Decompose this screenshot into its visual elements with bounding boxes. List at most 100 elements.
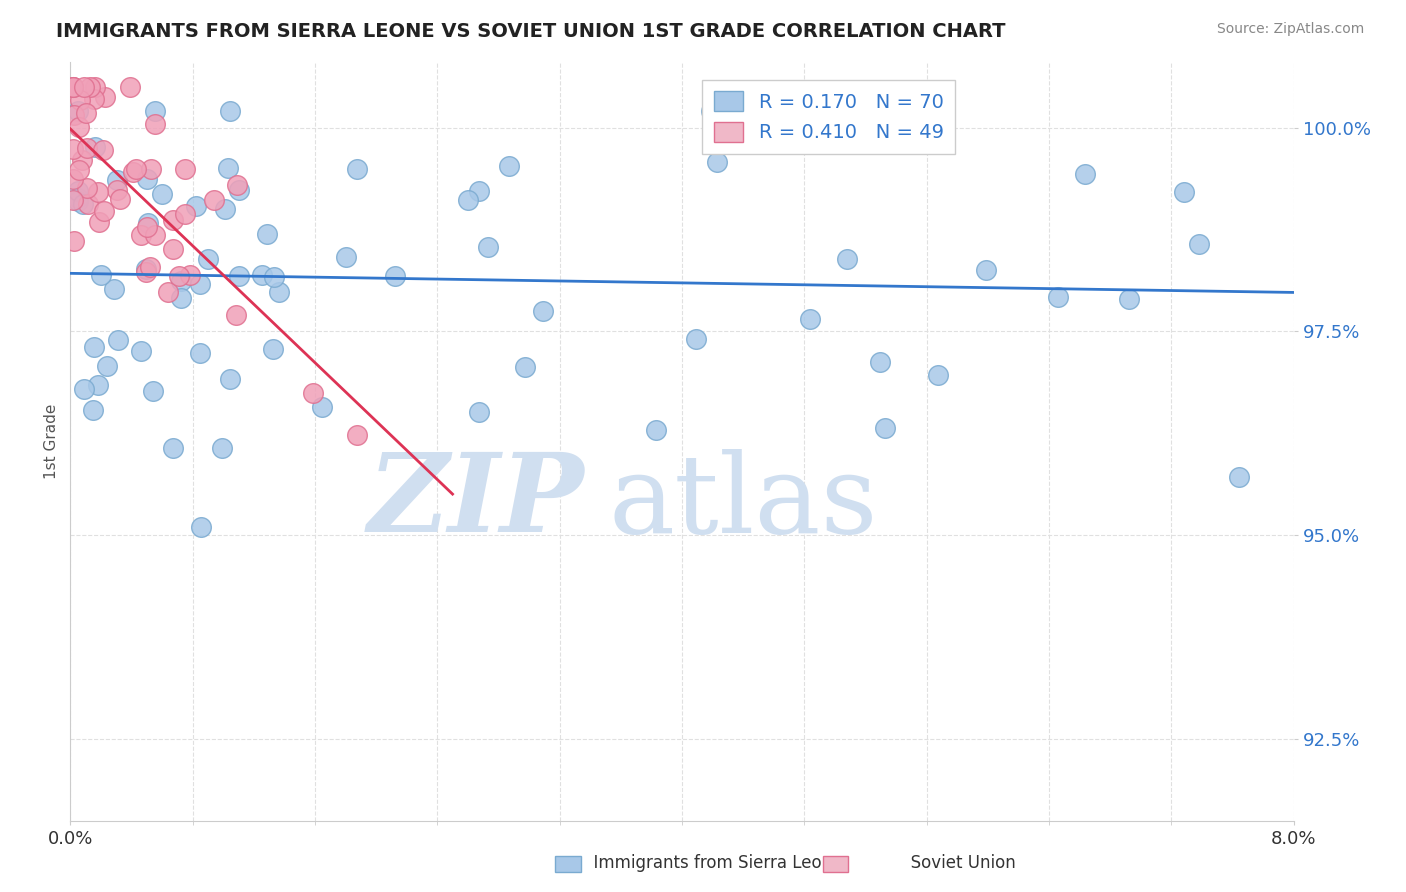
Point bbox=[174, 207, 197, 221]
Point bbox=[873, 421, 896, 435]
Point bbox=[62, 79, 84, 94]
Point bbox=[73, 79, 96, 94]
Point bbox=[170, 291, 193, 305]
Point bbox=[135, 262, 157, 277]
Point bbox=[685, 332, 707, 346]
Point bbox=[162, 212, 184, 227]
Point bbox=[66, 104, 89, 119]
Point bbox=[219, 372, 242, 386]
Point bbox=[143, 117, 166, 131]
Point bbox=[62, 79, 84, 94]
Point bbox=[108, 192, 131, 206]
Point bbox=[301, 386, 323, 401]
Point bbox=[143, 228, 166, 243]
Point bbox=[170, 274, 193, 288]
Point bbox=[86, 186, 108, 200]
Point bbox=[644, 423, 666, 437]
Point bbox=[256, 227, 278, 241]
Point bbox=[66, 185, 89, 199]
Point bbox=[82, 403, 104, 417]
Point bbox=[96, 359, 118, 373]
Point bbox=[457, 194, 479, 208]
Point bbox=[468, 405, 491, 419]
Point bbox=[167, 268, 190, 283]
Point bbox=[346, 161, 368, 176]
Point bbox=[225, 308, 247, 322]
Point bbox=[335, 250, 357, 264]
Point bbox=[63, 108, 86, 122]
Point bbox=[162, 441, 184, 455]
Point bbox=[1227, 470, 1250, 484]
Point bbox=[498, 159, 520, 173]
Y-axis label: 1st Grade: 1st Grade bbox=[44, 404, 59, 479]
Point bbox=[139, 260, 162, 275]
Point bbox=[79, 79, 101, 94]
Point bbox=[67, 163, 90, 178]
Point bbox=[76, 196, 98, 211]
Point bbox=[1173, 186, 1195, 200]
Point bbox=[837, 252, 859, 266]
Point bbox=[1118, 292, 1140, 306]
Point bbox=[217, 161, 239, 175]
Point bbox=[1188, 237, 1211, 252]
Point bbox=[107, 333, 129, 347]
Point bbox=[118, 79, 141, 94]
Point bbox=[67, 120, 90, 134]
Text: atlas: atlas bbox=[609, 449, 879, 556]
Point bbox=[129, 344, 152, 359]
Point bbox=[156, 285, 179, 299]
Point bbox=[66, 191, 89, 205]
Point bbox=[228, 268, 250, 283]
Point bbox=[311, 400, 333, 414]
Point bbox=[89, 268, 111, 282]
Point bbox=[700, 104, 723, 119]
Point bbox=[129, 227, 152, 242]
Point bbox=[869, 355, 891, 369]
Point bbox=[188, 346, 211, 360]
Point bbox=[197, 252, 219, 266]
Point bbox=[263, 269, 285, 284]
Point bbox=[136, 172, 159, 186]
Point bbox=[141, 162, 163, 177]
Point bbox=[250, 268, 273, 282]
Point bbox=[162, 242, 184, 256]
Text: Immigrants from Sierra Leone             Soviet Union: Immigrants from Sierra Leone Soviet Unio… bbox=[562, 855, 1017, 872]
Point bbox=[477, 240, 499, 254]
Point bbox=[87, 377, 110, 392]
Point bbox=[84, 79, 107, 94]
Point bbox=[905, 129, 928, 144]
Point bbox=[384, 268, 406, 283]
Point bbox=[62, 79, 84, 94]
Point bbox=[83, 93, 105, 107]
Point bbox=[188, 277, 211, 291]
Point bbox=[91, 143, 114, 157]
Point bbox=[346, 428, 368, 442]
Point bbox=[262, 342, 284, 356]
Point bbox=[531, 304, 554, 318]
Point bbox=[84, 139, 107, 153]
Point bbox=[76, 180, 98, 194]
Point bbox=[72, 196, 94, 211]
Point bbox=[69, 93, 91, 107]
Point bbox=[93, 204, 115, 219]
Point bbox=[184, 199, 207, 213]
Point bbox=[105, 183, 128, 197]
Point bbox=[467, 184, 489, 198]
Point bbox=[62, 194, 84, 208]
Point bbox=[73, 382, 96, 396]
Point bbox=[799, 312, 821, 326]
Point bbox=[211, 441, 233, 455]
Point bbox=[63, 234, 86, 248]
Point bbox=[513, 360, 536, 375]
Point bbox=[218, 104, 240, 119]
Point bbox=[136, 220, 159, 235]
Point bbox=[94, 90, 117, 104]
Point bbox=[190, 520, 212, 534]
Point bbox=[174, 161, 197, 176]
Point bbox=[143, 104, 166, 119]
Point bbox=[179, 268, 201, 282]
Point bbox=[706, 155, 728, 169]
Point bbox=[267, 285, 290, 299]
Point bbox=[136, 216, 159, 230]
Point bbox=[66, 194, 89, 209]
